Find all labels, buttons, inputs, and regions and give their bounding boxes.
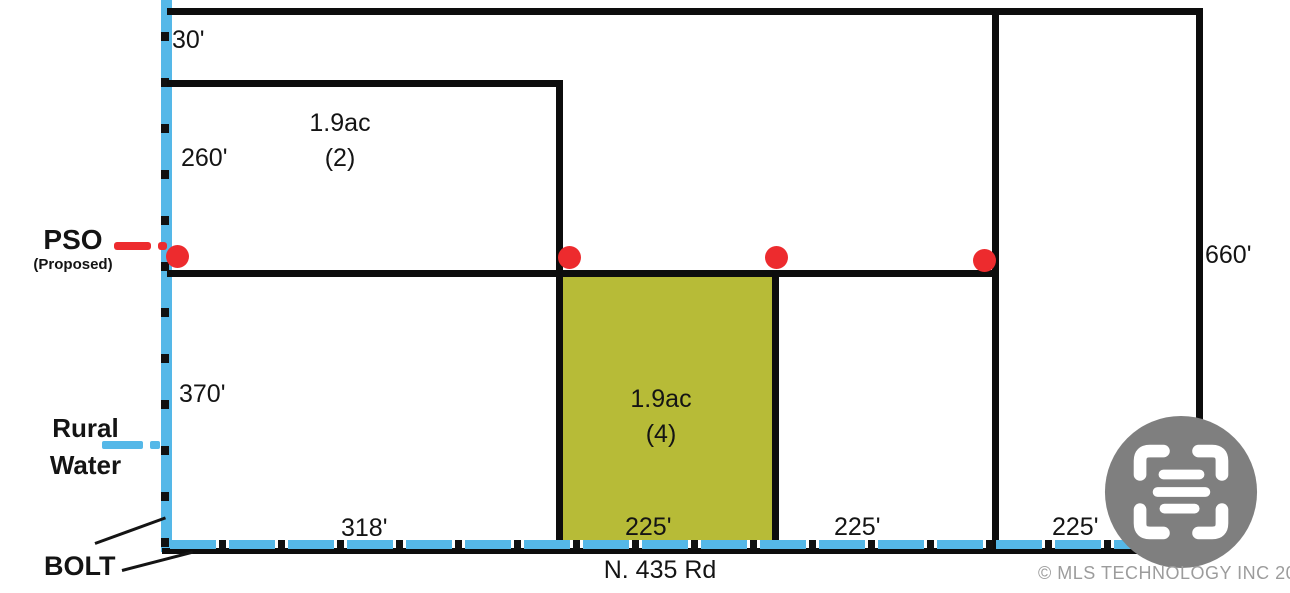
parcel-4-highlight-fill — [563, 277, 772, 540]
dimension-660ft: 660' — [1205, 241, 1252, 269]
parcel-4-east-line — [772, 273, 779, 552]
rural-water-leader-dash — [150, 441, 160, 449]
bolt-pointer-line — [94, 516, 166, 545]
pso-pole-dot — [765, 246, 788, 269]
road-name-label: N. 435 Rd — [603, 556, 717, 584]
pso-label: PSO (Proposed) — [23, 224, 123, 274]
dimension-225ft: 225' — [1052, 513, 1099, 541]
pso-leader-dash — [114, 242, 151, 250]
pso-pole-dot — [558, 246, 581, 269]
strip-30ft-line — [167, 80, 563, 87]
dimension-260ft: 260' — [181, 144, 228, 172]
bolt-label: BOLT — [44, 551, 116, 581]
dimension-225ft: 225' — [625, 513, 672, 541]
rural-water-text-line2: Water — [49, 450, 122, 480]
scan-frame-icon — [1104, 415, 1258, 569]
pso-pole-dot — [166, 245, 189, 268]
parcel-4-area: 1.9ac — [630, 385, 692, 413]
bolt-pointer-line — [121, 550, 194, 572]
pso-proposed-text: (Proposed) — [33, 256, 113, 273]
dimension-225ft: 225' — [834, 513, 881, 541]
rural-water-label: Rural Water — [33, 410, 138, 484]
dimension-30ft: 30' — [172, 26, 205, 54]
boundary-east-line — [1196, 8, 1203, 554]
bolt-fiber-line — [170, 540, 1203, 549]
pso-leader-dash — [158, 242, 167, 250]
parcel-2-area: 1.9ac — [309, 109, 371, 137]
rural-water-leader-dash — [102, 441, 143, 449]
rural-water-text-line1: Rural — [52, 413, 119, 443]
pso-easement-line — [167, 270, 999, 277]
parcel-4-number: (4) — [645, 420, 677, 448]
pso-label-text: PSO — [43, 224, 103, 255]
dimension-370ft: 370' — [179, 380, 226, 408]
boundary-south-road-line — [162, 548, 1203, 554]
parcel-divider-east-line — [992, 8, 999, 552]
parcel-4-label: 1.9ac (4) — [601, 382, 721, 452]
parcel-2-number: (2) — [324, 144, 356, 172]
copyright-watermark: © MLS TECHNOLOGY INC 2025 — [1038, 563, 1290, 583]
parcel-divider-west-line — [556, 82, 563, 552]
rural-water-line — [161, 0, 172, 552]
boundary-dashes-overlay — [161, 32, 169, 550]
pso-pole-dot — [973, 249, 996, 272]
dimension-318ft: 318' — [341, 514, 388, 542]
parcel-2-label: 1.9ac (2) — [280, 106, 400, 176]
boundary-north-line — [167, 8, 1203, 15]
